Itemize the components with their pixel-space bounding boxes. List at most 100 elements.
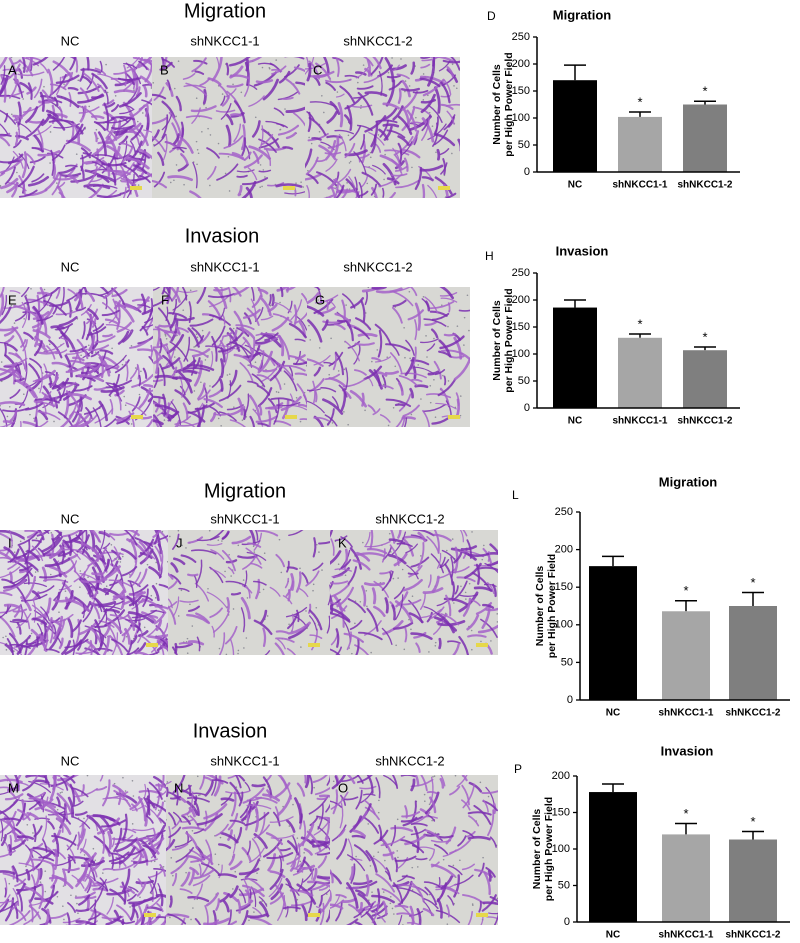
pore xyxy=(411,414,413,416)
pore xyxy=(57,896,59,898)
pore xyxy=(196,141,198,143)
pore xyxy=(455,775,457,777)
pore xyxy=(183,184,185,186)
panel-letter: I xyxy=(8,535,12,550)
pore xyxy=(366,605,368,607)
pore xyxy=(297,837,299,839)
cell xyxy=(159,325,171,326)
pore xyxy=(228,554,230,556)
pore xyxy=(404,357,406,359)
pore xyxy=(139,394,141,396)
pore xyxy=(192,625,194,627)
pore xyxy=(259,186,261,188)
cell xyxy=(250,890,251,898)
pore xyxy=(425,335,427,337)
cell xyxy=(292,574,294,589)
bar xyxy=(589,792,637,922)
cell xyxy=(103,869,113,870)
pore xyxy=(278,392,280,394)
pore xyxy=(480,782,482,784)
pore xyxy=(360,601,362,603)
pore xyxy=(248,919,250,921)
pore xyxy=(357,82,359,84)
pore xyxy=(305,610,307,612)
pore xyxy=(315,607,317,609)
bar xyxy=(683,105,727,173)
pore xyxy=(496,613,498,615)
pore xyxy=(174,88,176,90)
pore xyxy=(411,867,413,869)
pore xyxy=(300,646,302,648)
pore xyxy=(452,63,454,65)
pore xyxy=(218,143,220,145)
pore xyxy=(368,287,370,289)
pore xyxy=(115,95,117,97)
y-tick-label: 0 xyxy=(524,402,530,414)
cell xyxy=(81,400,82,411)
cell xyxy=(103,335,112,336)
cell xyxy=(170,897,171,907)
pore xyxy=(95,351,97,353)
pore xyxy=(14,322,16,324)
pore xyxy=(5,635,7,637)
scale-bar xyxy=(476,643,488,647)
pore xyxy=(234,871,236,873)
pore xyxy=(256,872,258,874)
panel-letter: B xyxy=(160,62,169,77)
pore xyxy=(409,358,411,360)
pore xyxy=(246,637,248,639)
pore xyxy=(189,604,191,606)
pore xyxy=(468,330,470,332)
section-title: Invasion xyxy=(193,720,268,742)
pore xyxy=(217,539,219,541)
pore xyxy=(202,330,204,332)
pore xyxy=(355,856,357,858)
pore xyxy=(435,151,437,153)
pore xyxy=(370,157,372,159)
pore xyxy=(391,57,393,59)
bar xyxy=(589,566,637,700)
pore xyxy=(133,795,135,797)
cell xyxy=(188,575,197,576)
cell xyxy=(221,359,222,376)
cell xyxy=(416,859,427,860)
pore xyxy=(415,117,417,119)
pore xyxy=(497,898,499,900)
y-tick-label: 150 xyxy=(552,806,570,818)
pore xyxy=(209,185,211,187)
significance-mark: * xyxy=(637,94,642,109)
pore xyxy=(390,903,392,905)
pore xyxy=(233,406,235,408)
pore xyxy=(435,642,437,644)
pore xyxy=(242,419,244,421)
pore xyxy=(144,627,146,629)
pore xyxy=(225,173,227,175)
x-tick-label: shNKCC1-1 xyxy=(612,416,667,427)
pore xyxy=(276,391,278,393)
pore xyxy=(442,375,444,377)
micrograph xyxy=(162,765,339,931)
pore xyxy=(370,865,372,867)
pore xyxy=(481,559,483,561)
pore xyxy=(463,344,465,346)
pore xyxy=(497,621,499,623)
pore xyxy=(32,832,34,834)
pore xyxy=(70,894,72,896)
pore xyxy=(423,73,425,75)
cell xyxy=(228,598,229,611)
pore xyxy=(378,812,380,814)
bar xyxy=(662,611,710,700)
column-label: shNKCC1-2 xyxy=(343,259,412,274)
pore xyxy=(420,555,422,557)
pore xyxy=(129,906,131,908)
pore xyxy=(57,809,59,811)
pore xyxy=(371,891,373,893)
pore xyxy=(111,544,113,546)
pore xyxy=(328,374,330,376)
pore xyxy=(218,418,220,420)
pore xyxy=(169,536,171,538)
pore xyxy=(185,872,187,874)
pore xyxy=(31,633,33,635)
pore xyxy=(338,370,340,372)
